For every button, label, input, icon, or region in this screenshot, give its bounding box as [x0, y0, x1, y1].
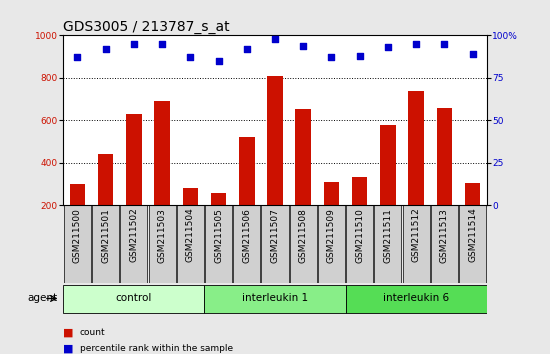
- FancyBboxPatch shape: [63, 285, 205, 314]
- Bar: [239, 137, 255, 205]
- Point: [186, 55, 195, 60]
- Text: control: control: [116, 293, 152, 303]
- Text: GSM211513: GSM211513: [440, 208, 449, 263]
- Bar: [126, 114, 141, 205]
- Point: [412, 41, 421, 47]
- Text: interleukin 6: interleukin 6: [383, 293, 449, 303]
- FancyBboxPatch shape: [403, 205, 430, 283]
- Text: GSM211504: GSM211504: [186, 208, 195, 262]
- Bar: [295, 109, 311, 205]
- Text: GSM211508: GSM211508: [299, 208, 308, 263]
- Point: [158, 41, 167, 47]
- FancyBboxPatch shape: [120, 205, 147, 283]
- Text: GSM211507: GSM211507: [271, 208, 279, 263]
- Text: GSM211502: GSM211502: [129, 208, 139, 262]
- Bar: [70, 184, 85, 205]
- Point: [214, 58, 223, 64]
- Text: ■: ■: [63, 344, 74, 354]
- Text: GSM211510: GSM211510: [355, 208, 364, 263]
- Point: [468, 51, 477, 57]
- FancyBboxPatch shape: [261, 205, 289, 283]
- FancyBboxPatch shape: [233, 205, 260, 283]
- Bar: [409, 91, 424, 205]
- Text: GSM211509: GSM211509: [327, 208, 336, 263]
- FancyBboxPatch shape: [318, 205, 345, 283]
- FancyBboxPatch shape: [92, 205, 119, 283]
- Text: GSM211505: GSM211505: [214, 208, 223, 263]
- Text: GDS3005 / 213787_s_at: GDS3005 / 213787_s_at: [63, 21, 230, 34]
- Text: percentile rank within the sample: percentile rank within the sample: [80, 344, 233, 353]
- Bar: [380, 125, 395, 205]
- Point: [327, 55, 336, 60]
- FancyBboxPatch shape: [345, 285, 487, 314]
- FancyBboxPatch shape: [459, 205, 486, 283]
- FancyBboxPatch shape: [177, 205, 204, 283]
- FancyBboxPatch shape: [205, 285, 345, 314]
- FancyBboxPatch shape: [375, 205, 402, 283]
- Bar: [155, 101, 170, 205]
- FancyBboxPatch shape: [64, 205, 91, 283]
- FancyBboxPatch shape: [205, 205, 232, 283]
- Point: [129, 41, 138, 47]
- Text: ■: ■: [63, 328, 74, 338]
- Point: [271, 36, 279, 42]
- FancyBboxPatch shape: [346, 205, 373, 283]
- Text: GSM211501: GSM211501: [101, 208, 110, 263]
- Bar: [98, 154, 113, 205]
- Text: GSM211511: GSM211511: [383, 208, 393, 263]
- FancyBboxPatch shape: [431, 205, 458, 283]
- Text: GSM211500: GSM211500: [73, 208, 82, 263]
- Bar: [211, 193, 226, 205]
- Bar: [465, 183, 480, 205]
- Text: agent: agent: [28, 293, 58, 303]
- Bar: [437, 108, 452, 205]
- Point: [383, 45, 392, 50]
- Point: [243, 46, 251, 52]
- Bar: [324, 182, 339, 205]
- Point: [355, 53, 364, 59]
- FancyBboxPatch shape: [148, 205, 175, 283]
- Text: GSM211512: GSM211512: [411, 208, 421, 262]
- Point: [440, 41, 449, 47]
- FancyBboxPatch shape: [290, 205, 317, 283]
- Text: GSM211514: GSM211514: [468, 208, 477, 262]
- Bar: [267, 76, 283, 205]
- Text: interleukin 1: interleukin 1: [242, 293, 308, 303]
- Point: [299, 43, 307, 48]
- Bar: [183, 188, 198, 205]
- Bar: [352, 177, 367, 205]
- Text: count: count: [80, 328, 106, 337]
- Text: GSM211506: GSM211506: [242, 208, 251, 263]
- Point: [73, 55, 82, 60]
- Point: [101, 46, 110, 52]
- Text: GSM211503: GSM211503: [157, 208, 167, 263]
